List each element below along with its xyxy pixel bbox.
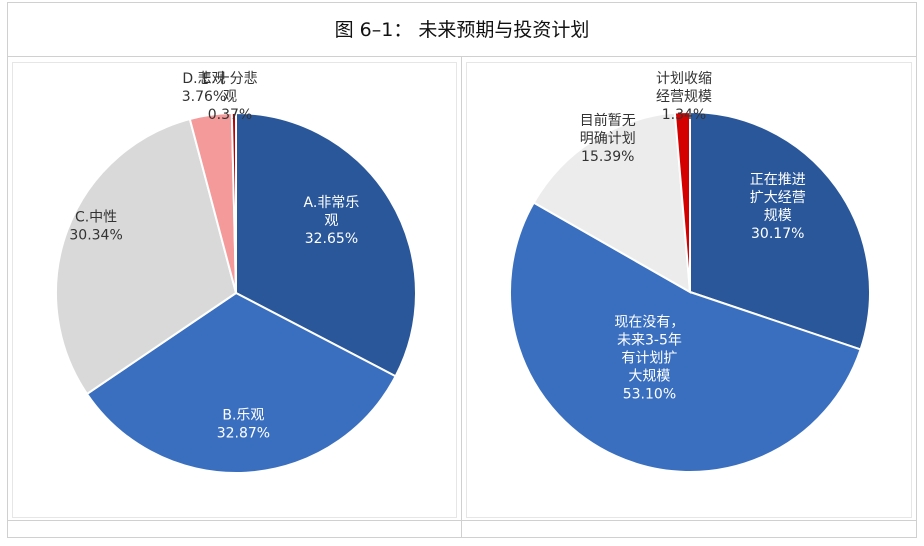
slice-label-line: E.十分悲 xyxy=(202,70,257,87)
pie-slice xyxy=(689,110,871,351)
slice-label-line: 经营规模 xyxy=(656,89,712,105)
slice-percent: 3.76% xyxy=(182,89,226,105)
slice-label-line: 现在没有， xyxy=(614,314,684,330)
slice-label-line: 规模 xyxy=(764,208,792,224)
slice-label-line: 有计划扩 xyxy=(621,350,677,366)
pie-slice xyxy=(85,291,397,474)
slice-percent: 15.39% xyxy=(581,149,634,165)
slice-label: 计划收缩经营规模 1.34% xyxy=(656,71,712,123)
pie-slice xyxy=(230,111,237,294)
pie-slice xyxy=(509,201,862,473)
slice-percent: 32.87% xyxy=(217,425,270,441)
slice-label: B.乐观 32.87% xyxy=(217,407,270,441)
slice-label: 目前暂无明确计划 15.39% xyxy=(580,112,636,165)
slice-percent: 30.34% xyxy=(69,228,122,244)
slice-percent: 32.65% xyxy=(305,231,358,247)
slice-label-line: A.非常乐 xyxy=(304,195,360,211)
slice-percent: 1.34% xyxy=(662,107,706,123)
slice-label: 现在没有， 未来3-5年有计划扩大规模 53.10% xyxy=(614,314,684,402)
slice-label: A.非常乐观 32.65% xyxy=(304,195,360,247)
pie-slice xyxy=(532,111,692,294)
slice-label: C.中性 30.34% xyxy=(69,210,122,244)
pie-slice xyxy=(55,117,238,396)
slice-label-line: 正在推进 xyxy=(750,172,806,188)
pie-chart-future-expectation: A.非常乐观 32.65%B.乐观 32.87%C.中性 30.34%D.悲观 3.76… xyxy=(55,70,417,474)
slice-label-line: 目前暂无 xyxy=(580,112,636,129)
pie-slice xyxy=(673,110,691,293)
slice-percent: 30.17% xyxy=(751,226,804,242)
right-chart-area xyxy=(466,62,912,518)
slice-label-line: D.悲观 xyxy=(182,70,225,87)
slice-label-line: 扩大经营 xyxy=(750,190,806,206)
slice-label-line: 计划收缩 xyxy=(656,71,712,87)
slice-label-line: C.中性 xyxy=(75,210,117,226)
figure-title: 图 6–1： 未来预期与投资计划 xyxy=(335,19,590,41)
left-chart-area xyxy=(12,62,457,518)
slice-label: E.十分悲观 0.37% xyxy=(202,70,257,123)
pie-chart-investment-plan: 正在推进扩大经营规模 30.17% 现在没有， 未来3-5年有计划扩大规模 53.10%… xyxy=(509,71,871,473)
slice-percent: 53.10% xyxy=(623,386,676,402)
slice-label-line: 未来3-5年 xyxy=(617,332,682,348)
pie-slice xyxy=(235,111,417,378)
slice-label-line: B.乐观 xyxy=(222,407,264,423)
slice-label-line: 大规模 xyxy=(628,368,670,384)
slice-label-line: 观 xyxy=(223,89,237,105)
slice-label: D.悲观 3.76% xyxy=(182,70,226,105)
slice-label-line: 明确计划 xyxy=(580,131,636,147)
slice-label-line: 观 xyxy=(324,213,338,229)
slice-percent: 0.37% xyxy=(208,107,252,123)
slice-label: 正在推进扩大经营规模 30.17% xyxy=(750,172,806,242)
